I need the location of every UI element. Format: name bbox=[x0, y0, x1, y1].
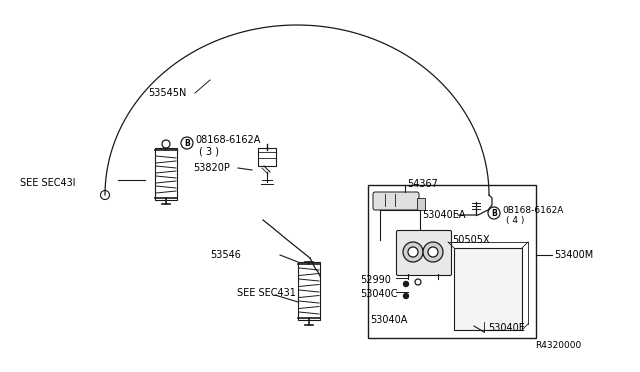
Text: 08168-6162A: 08168-6162A bbox=[195, 135, 260, 145]
Text: R4320000: R4320000 bbox=[535, 340, 581, 350]
Circle shape bbox=[403, 282, 408, 286]
Text: 53040EA: 53040EA bbox=[422, 210, 465, 220]
Circle shape bbox=[488, 207, 500, 219]
FancyBboxPatch shape bbox=[397, 231, 451, 276]
Circle shape bbox=[403, 242, 423, 262]
Text: ( 3 ): ( 3 ) bbox=[199, 146, 219, 156]
Circle shape bbox=[428, 247, 438, 257]
Circle shape bbox=[403, 294, 408, 298]
Text: 53546: 53546 bbox=[210, 250, 241, 260]
Text: 53820P: 53820P bbox=[193, 163, 230, 173]
Text: 53545N: 53545N bbox=[148, 88, 186, 98]
Circle shape bbox=[423, 242, 443, 262]
Text: 50505X: 50505X bbox=[452, 235, 490, 245]
Bar bbox=[417, 198, 425, 210]
Circle shape bbox=[162, 140, 170, 148]
Bar bbox=[298, 262, 320, 320]
Text: 52990: 52990 bbox=[360, 275, 391, 285]
Circle shape bbox=[415, 279, 421, 285]
Text: 54367: 54367 bbox=[407, 179, 438, 189]
Text: 53040E: 53040E bbox=[488, 323, 525, 333]
Circle shape bbox=[181, 137, 193, 149]
Text: SEE SEC431: SEE SEC431 bbox=[237, 288, 296, 298]
Bar bbox=[368, 185, 536, 338]
Text: 0B168-6162A: 0B168-6162A bbox=[502, 205, 563, 215]
Text: B: B bbox=[491, 208, 497, 218]
Text: ( 4 ): ( 4 ) bbox=[506, 215, 524, 224]
FancyBboxPatch shape bbox=[258, 148, 276, 166]
Text: 53400M: 53400M bbox=[554, 250, 593, 260]
Text: 53040C: 53040C bbox=[360, 289, 397, 299]
Text: SEE SEC43l: SEE SEC43l bbox=[20, 178, 76, 188]
Text: B: B bbox=[184, 138, 190, 148]
Bar bbox=[155, 148, 177, 200]
FancyBboxPatch shape bbox=[373, 192, 419, 210]
Circle shape bbox=[408, 247, 418, 257]
Text: 53040A: 53040A bbox=[370, 315, 408, 325]
Bar bbox=[454, 248, 522, 330]
